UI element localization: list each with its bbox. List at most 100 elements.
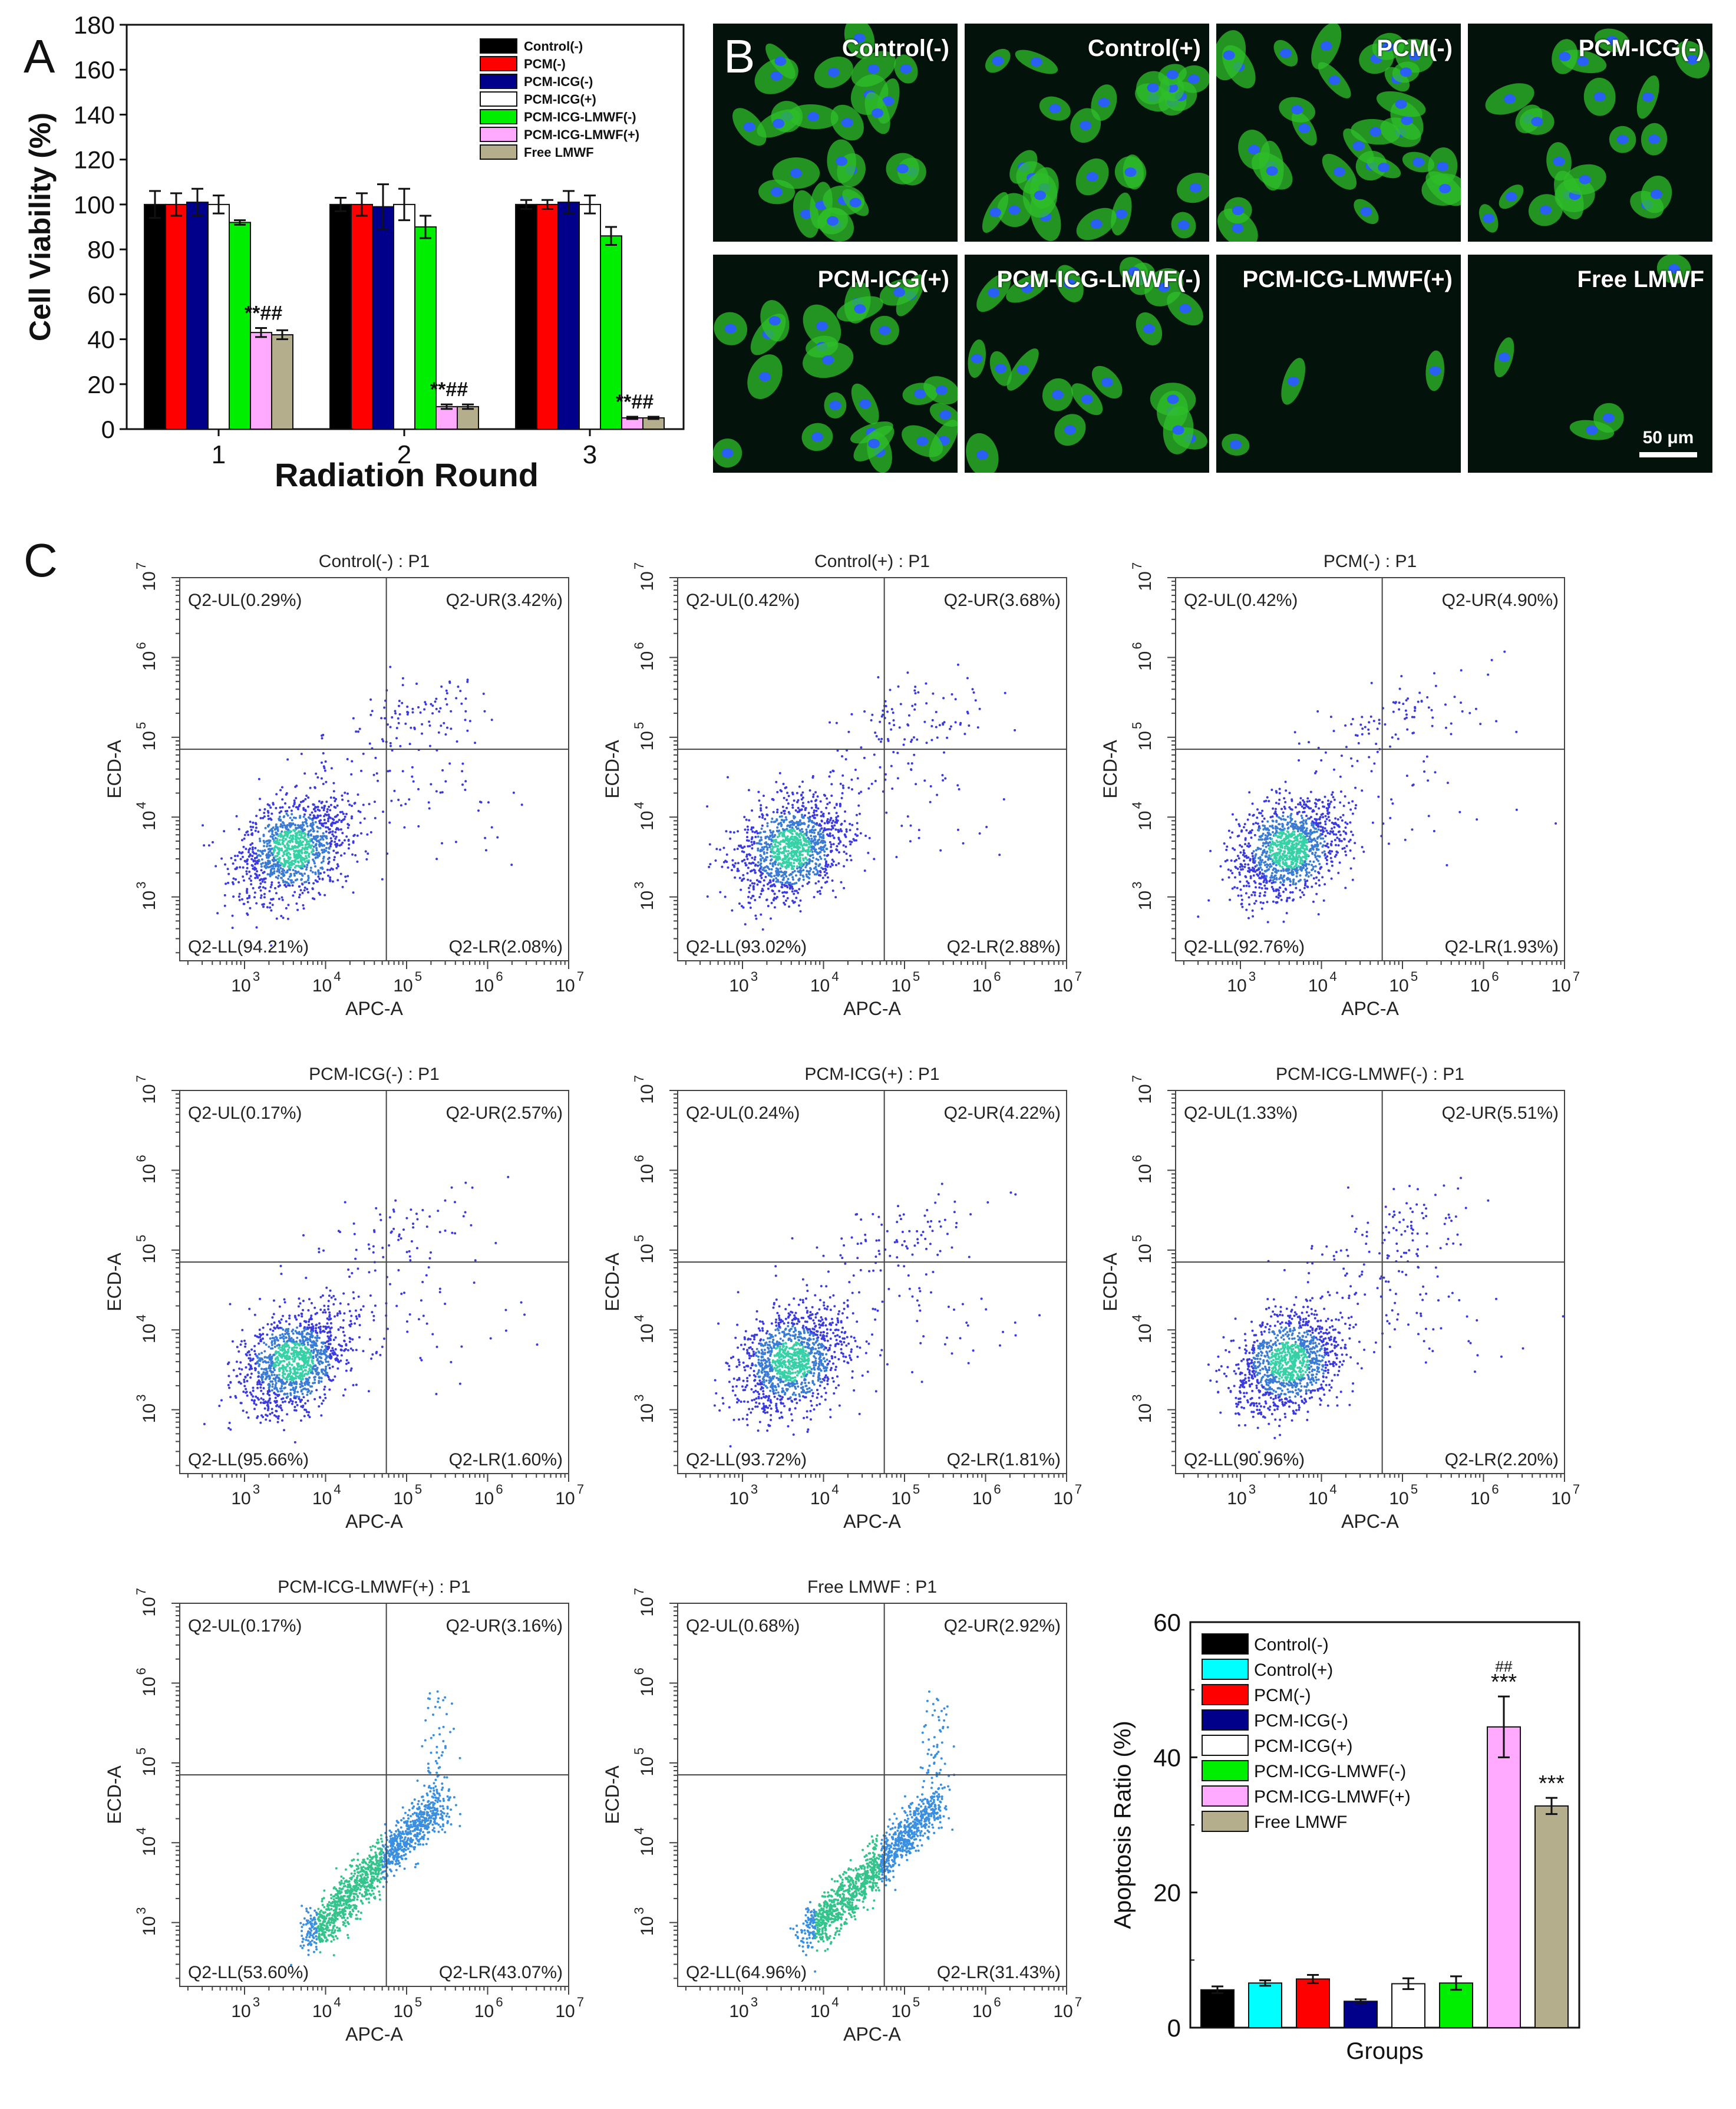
flow-event xyxy=(1400,675,1403,678)
flow-event xyxy=(1305,858,1308,861)
flow-event xyxy=(1268,800,1270,803)
flow-event xyxy=(417,825,420,828)
flow-event xyxy=(1294,864,1297,867)
flow-event xyxy=(1515,808,1518,811)
flow-event xyxy=(1373,762,1376,765)
cell-nucleus xyxy=(822,355,834,365)
x-axis-label: APC-A xyxy=(345,998,403,1019)
flow-event xyxy=(754,835,757,838)
flow-event xyxy=(1274,827,1277,830)
flow-event xyxy=(367,852,369,855)
flow-event xyxy=(1240,898,1243,901)
flow-event xyxy=(1253,861,1256,864)
flow-event xyxy=(837,842,840,845)
flow-event xyxy=(738,876,741,879)
flow-event xyxy=(1282,891,1285,894)
flow-event xyxy=(1314,851,1317,854)
flow-event xyxy=(301,861,303,864)
flow-event xyxy=(1357,742,1360,744)
flow-event xyxy=(783,876,786,879)
flow-event xyxy=(307,854,310,857)
flow-event xyxy=(829,865,832,868)
flow-event xyxy=(824,867,827,870)
flow-event xyxy=(754,898,757,901)
flow-event xyxy=(1268,832,1270,835)
flow-event xyxy=(1318,884,1321,887)
flow-event xyxy=(773,861,776,864)
flow-event xyxy=(1271,815,1274,818)
flow-event xyxy=(280,870,283,873)
flow-event xyxy=(766,825,769,828)
flow-event xyxy=(810,846,813,849)
flow-event xyxy=(365,858,368,861)
flow-event xyxy=(1261,872,1264,875)
flow-event xyxy=(1290,819,1293,822)
flow-event xyxy=(1236,887,1239,889)
flow-event xyxy=(850,788,853,791)
flow-event xyxy=(302,807,305,810)
flow-event xyxy=(293,859,296,862)
flow-event xyxy=(270,818,273,821)
flow-event xyxy=(811,854,814,856)
flow-event xyxy=(1002,798,1005,801)
flow-event xyxy=(421,732,424,735)
y-tick-exponent: 5 xyxy=(134,722,148,729)
flow-event xyxy=(1296,830,1299,833)
flow-event xyxy=(268,844,271,847)
flow-event xyxy=(238,898,241,901)
flow-event xyxy=(368,803,371,806)
flow-event xyxy=(270,864,273,867)
flow-event xyxy=(1367,728,1370,731)
flow-event xyxy=(1273,874,1276,877)
flow-event xyxy=(1283,807,1286,810)
flow-event xyxy=(841,784,844,787)
flow-event xyxy=(344,815,346,818)
flow-event xyxy=(419,711,422,714)
flow-event xyxy=(1258,838,1260,841)
flow-event xyxy=(260,894,263,897)
flow-event xyxy=(293,891,296,894)
flow-event xyxy=(745,855,748,858)
flow-event xyxy=(751,843,754,846)
flow-event xyxy=(769,917,772,920)
flow-event xyxy=(804,814,807,817)
flow-event xyxy=(1251,855,1254,858)
flow-event xyxy=(1278,828,1281,831)
flow-event xyxy=(1277,859,1280,862)
bar xyxy=(229,222,251,430)
flow-event xyxy=(280,847,283,850)
bar xyxy=(393,203,415,430)
flow-event xyxy=(760,804,763,807)
cell-nucleus xyxy=(1531,117,1543,127)
flow-event xyxy=(814,842,817,845)
x-tick-exponent: 7 xyxy=(1075,969,1082,984)
flow-event xyxy=(808,873,811,876)
flow-event xyxy=(448,681,451,684)
flow-event xyxy=(290,824,293,827)
y-axis-label: Cell Viability (%) xyxy=(24,113,57,341)
flow-event xyxy=(825,806,828,809)
flow-event xyxy=(846,858,849,861)
flow-event xyxy=(747,878,750,881)
flow-event xyxy=(249,907,252,909)
flow-event xyxy=(262,886,265,889)
flow-event xyxy=(798,871,801,874)
flow-event xyxy=(269,829,272,832)
flow-event xyxy=(243,879,246,882)
flow-event xyxy=(1426,696,1429,698)
flow-event xyxy=(803,833,806,836)
flow-event xyxy=(1280,808,1283,810)
flow-event xyxy=(1312,831,1315,834)
flow-event xyxy=(808,818,811,821)
flow-event xyxy=(1349,821,1352,824)
flow-event xyxy=(863,710,866,713)
flow-event xyxy=(251,848,254,851)
flow-event xyxy=(322,765,325,768)
flow-event xyxy=(765,858,768,861)
flow-event xyxy=(1247,863,1250,866)
flow-event xyxy=(490,719,493,721)
flow-event xyxy=(798,866,801,869)
flow-event xyxy=(793,865,796,868)
flow-event xyxy=(753,882,756,885)
flow-event xyxy=(795,852,798,855)
